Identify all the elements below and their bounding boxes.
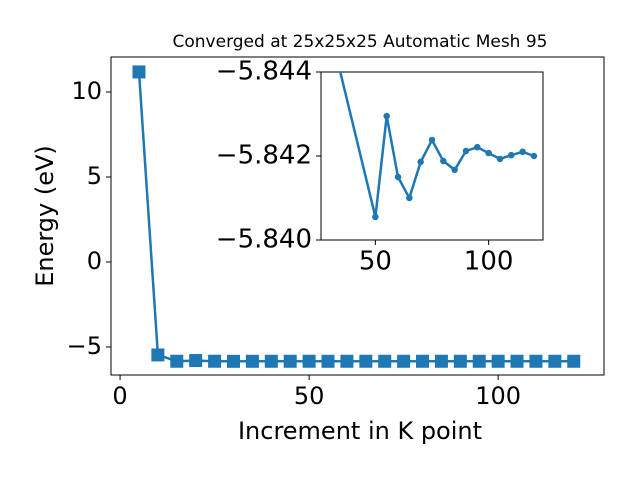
- marker: [321, 354, 335, 368]
- marker: [529, 354, 543, 368]
- series: [132, 65, 581, 368]
- marker: [302, 354, 316, 368]
- y-tick-label: −5.844: [216, 57, 312, 87]
- marker: [451, 166, 458, 174]
- marker: [170, 354, 184, 368]
- marker: [264, 354, 278, 368]
- marker: [508, 151, 515, 159]
- x-tick-label: 50: [294, 382, 325, 410]
- marker: [496, 155, 504, 163]
- marker: [491, 354, 505, 368]
- marker: [372, 213, 379, 221]
- y-tick-label: −5: [67, 332, 102, 360]
- marker: [283, 354, 297, 368]
- marker: [397, 354, 411, 368]
- y-tick-label: 10: [71, 77, 102, 105]
- marker: [510, 354, 524, 368]
- y-tick-label: 5: [87, 162, 102, 190]
- y-tick-label: −5.840: [216, 225, 312, 255]
- marker: [530, 152, 538, 160]
- marker: [245, 354, 259, 368]
- marker: [359, 354, 373, 368]
- chart-title: Converged at 25x25x25 Automatic Mesh 95: [173, 32, 548, 52]
- marker: [417, 158, 424, 166]
- marker: [406, 194, 413, 202]
- marker: [208, 354, 222, 368]
- marker: [394, 173, 402, 181]
- y-tick-label: 0: [87, 247, 102, 275]
- marker: [485, 149, 492, 157]
- marker: [440, 157, 447, 165]
- marker: [462, 147, 470, 155]
- marker: [383, 112, 390, 120]
- marker: [519, 148, 526, 156]
- marker: [428, 136, 436, 144]
- y-axis-label: Energy (eV): [31, 145, 59, 287]
- marker: [151, 348, 165, 362]
- series: [338, 72, 538, 221]
- x-tick-label: 100: [475, 382, 521, 410]
- marker: [416, 354, 430, 368]
- marker: [378, 354, 392, 368]
- marker: [340, 354, 354, 368]
- marker: [474, 143, 481, 151]
- x-tick-label: 50: [359, 247, 392, 277]
- marker: [132, 65, 146, 79]
- marker: [453, 354, 467, 368]
- marker: [567, 354, 581, 368]
- series-line: [338, 72, 535, 218]
- x-tick-label: 0: [112, 382, 127, 410]
- marker: [472, 354, 486, 368]
- y-tick-label: −5.842: [216, 141, 312, 171]
- marker: [226, 354, 240, 368]
- marker: [548, 354, 562, 368]
- x-axis-label: Increment in K point: [238, 417, 482, 445]
- marker: [434, 354, 448, 368]
- x-tick-label: 100: [464, 247, 514, 277]
- marker: [189, 354, 203, 368]
